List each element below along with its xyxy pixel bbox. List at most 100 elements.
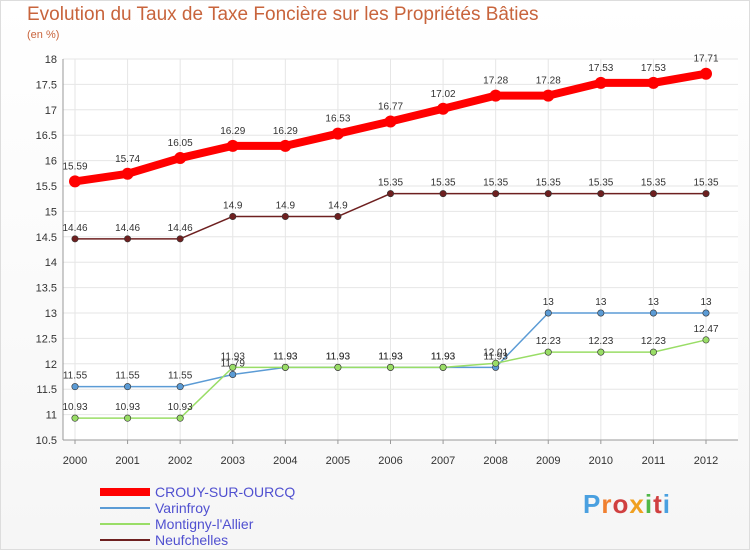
data-point [384,115,397,128]
data-label: 15.74 [115,154,140,165]
data-label: 17.53 [588,63,613,74]
data-point [226,139,239,152]
data-point [334,363,342,371]
data-label: 17.02 [431,89,456,100]
data-label: 11.93 [221,351,246,362]
logo-letter: i [644,489,654,519]
x-tick-label: 2010 [589,455,613,467]
x-tick-label: 2000 [63,455,87,467]
data-point [492,359,500,367]
x-tick-label: 2011 [642,455,666,467]
data-point [331,127,344,140]
logo-letter: o [612,489,630,519]
legend-swatch [100,539,150,541]
data-point [702,309,710,317]
data-label: 11.93 [273,351,298,362]
data-point [334,212,342,220]
data-label: 15.35 [641,178,666,189]
data-label: 10.93 [62,402,87,413]
x-tick-label: 2006 [378,455,402,467]
data-label: 17.53 [641,63,666,74]
legend-label: Neufchelles [155,532,229,548]
data-label: 14.9 [223,200,243,211]
data-label: 11.93 [378,351,403,362]
logo-letter: P [583,489,602,519]
x-tick-label: 2007 [431,455,455,467]
data-label: 16.29 [220,126,245,137]
data-point [492,190,500,198]
data-point [489,89,502,102]
data-point [229,212,237,220]
data-point [542,89,555,102]
data-label: 13 [648,297,660,308]
data-label: 16.05 [168,138,193,149]
data-point [124,235,132,243]
data-point [174,152,187,165]
data-point [69,175,81,188]
data-point [121,167,134,180]
data-point [176,383,184,391]
data-point [386,363,394,371]
data-point [649,309,657,317]
data-label: 11.93 [273,351,298,362]
proxiti-logo: Proxiti [583,489,671,520]
data-point [439,363,447,371]
data-label: 17.28 [536,76,561,87]
data-label: 13 [543,297,555,308]
logo-letter: r [601,489,613,519]
data-point [700,67,712,80]
logo-letter: i [662,489,671,519]
data-label: 15.35 [693,178,718,189]
x-tick-label: 2012 [694,455,718,467]
data-point [649,190,657,198]
data-point [544,309,552,317]
data-point [281,363,289,371]
data-label: 11.93 [484,351,509,362]
y-tick-label: 15 [45,206,57,218]
data-label: 12.23 [536,336,561,347]
x-tick-label: 2004 [273,455,297,467]
data-label: 12.01 [483,347,508,358]
y-tick-label: 18 [45,54,57,66]
logo-letter: x [629,489,645,519]
legend-label: Varinfroy [155,500,210,516]
data-point [597,348,605,356]
y-tick-label: 14.5 [36,232,57,244]
data-point [386,190,394,198]
data-point [647,76,660,89]
x-tick-label: 2005 [326,455,350,467]
data-point [71,414,79,422]
data-label: 14.46 [168,223,193,234]
y-tick-label: 13.5 [36,283,57,295]
legend-label: CROUY-SUR-OURCQ [155,484,296,500]
x-tick-label: 2003 [221,455,245,467]
data-point [702,190,710,198]
data-label: 16.53 [325,114,350,125]
data-label: 11.55 [168,371,193,382]
y-tick-label: 17.5 [36,79,57,91]
x-tick-label: 2009 [536,455,560,467]
legend-swatch [100,488,150,496]
chart-title: Evolution du Taux de Taxe Foncière sur l… [27,4,539,25]
data-label: 11.93 [326,351,351,362]
data-label: 11.93 [431,351,456,362]
data-point [124,383,132,391]
data-label: 14.46 [115,223,140,234]
x-tick-label: 2001 [115,455,139,467]
data-label: 10.93 [168,402,193,413]
data-point [281,212,289,220]
y-tick-label: 13 [45,308,57,320]
y-tick-label: 10.5 [36,435,57,447]
y-tick-label: 16.5 [36,130,57,142]
unit-label: (en %) [27,29,60,41]
data-label: 14.46 [62,223,87,234]
data-point [229,363,237,371]
data-label: 11.93 [378,351,403,362]
data-point [124,414,132,422]
data-point [71,235,79,243]
y-tick-label: 12 [45,359,57,371]
data-label: 11.93 [326,351,351,362]
y-tick-label: 15.5 [36,181,57,193]
x-tick-label: 2008 [483,455,507,467]
y-tick-label: 16 [45,156,57,168]
